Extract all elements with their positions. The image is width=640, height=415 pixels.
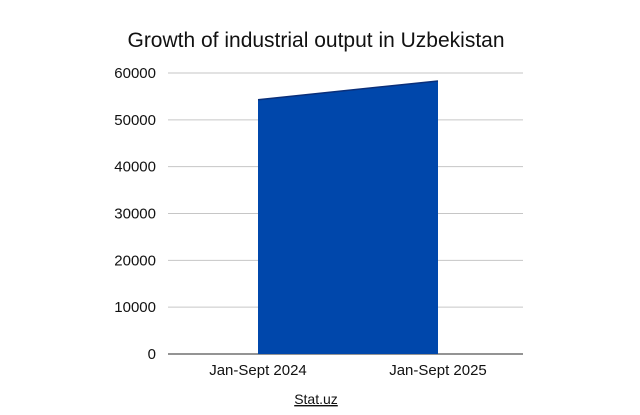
y-tick-label: 30000 [114, 206, 156, 223]
series-line [257, 80, 439, 101]
x-axis-ticks: Jan-Sept 2024 Jan-Sept 2025 [209, 362, 487, 379]
y-tick-label: 60000 [114, 65, 156, 82]
y-tick-label: 20000 [114, 252, 156, 269]
chart-title: Growth of industrial output in Uzbekista… [127, 29, 504, 52]
source-link[interactable]: Stat.uz [294, 391, 338, 407]
y-tick-label: 10000 [114, 299, 156, 316]
y-tick-label: 50000 [114, 112, 156, 129]
x-tick-label: Jan-Sept 2025 [389, 362, 487, 379]
x-tick-label: Jan-Sept 2024 [209, 362, 307, 379]
y-axis-ticks: 0 10000 20000 30000 40000 50000 60000 [114, 65, 156, 363]
area-series [257, 80, 439, 354]
area-fill [258, 80, 438, 354]
y-tick-label: 0 [148, 346, 156, 363]
y-tick-label: 40000 [114, 159, 156, 176]
